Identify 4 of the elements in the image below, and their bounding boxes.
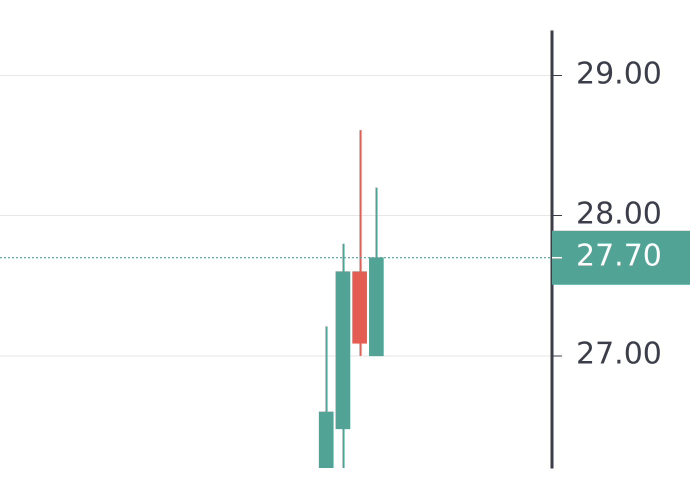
y-tick-label: 27.00 [576,336,662,372]
ref-line-label: 27.70 [576,238,662,274]
y-tick-label: 29.00 [576,56,662,92]
y-tick-label: 28.00 [576,196,662,232]
